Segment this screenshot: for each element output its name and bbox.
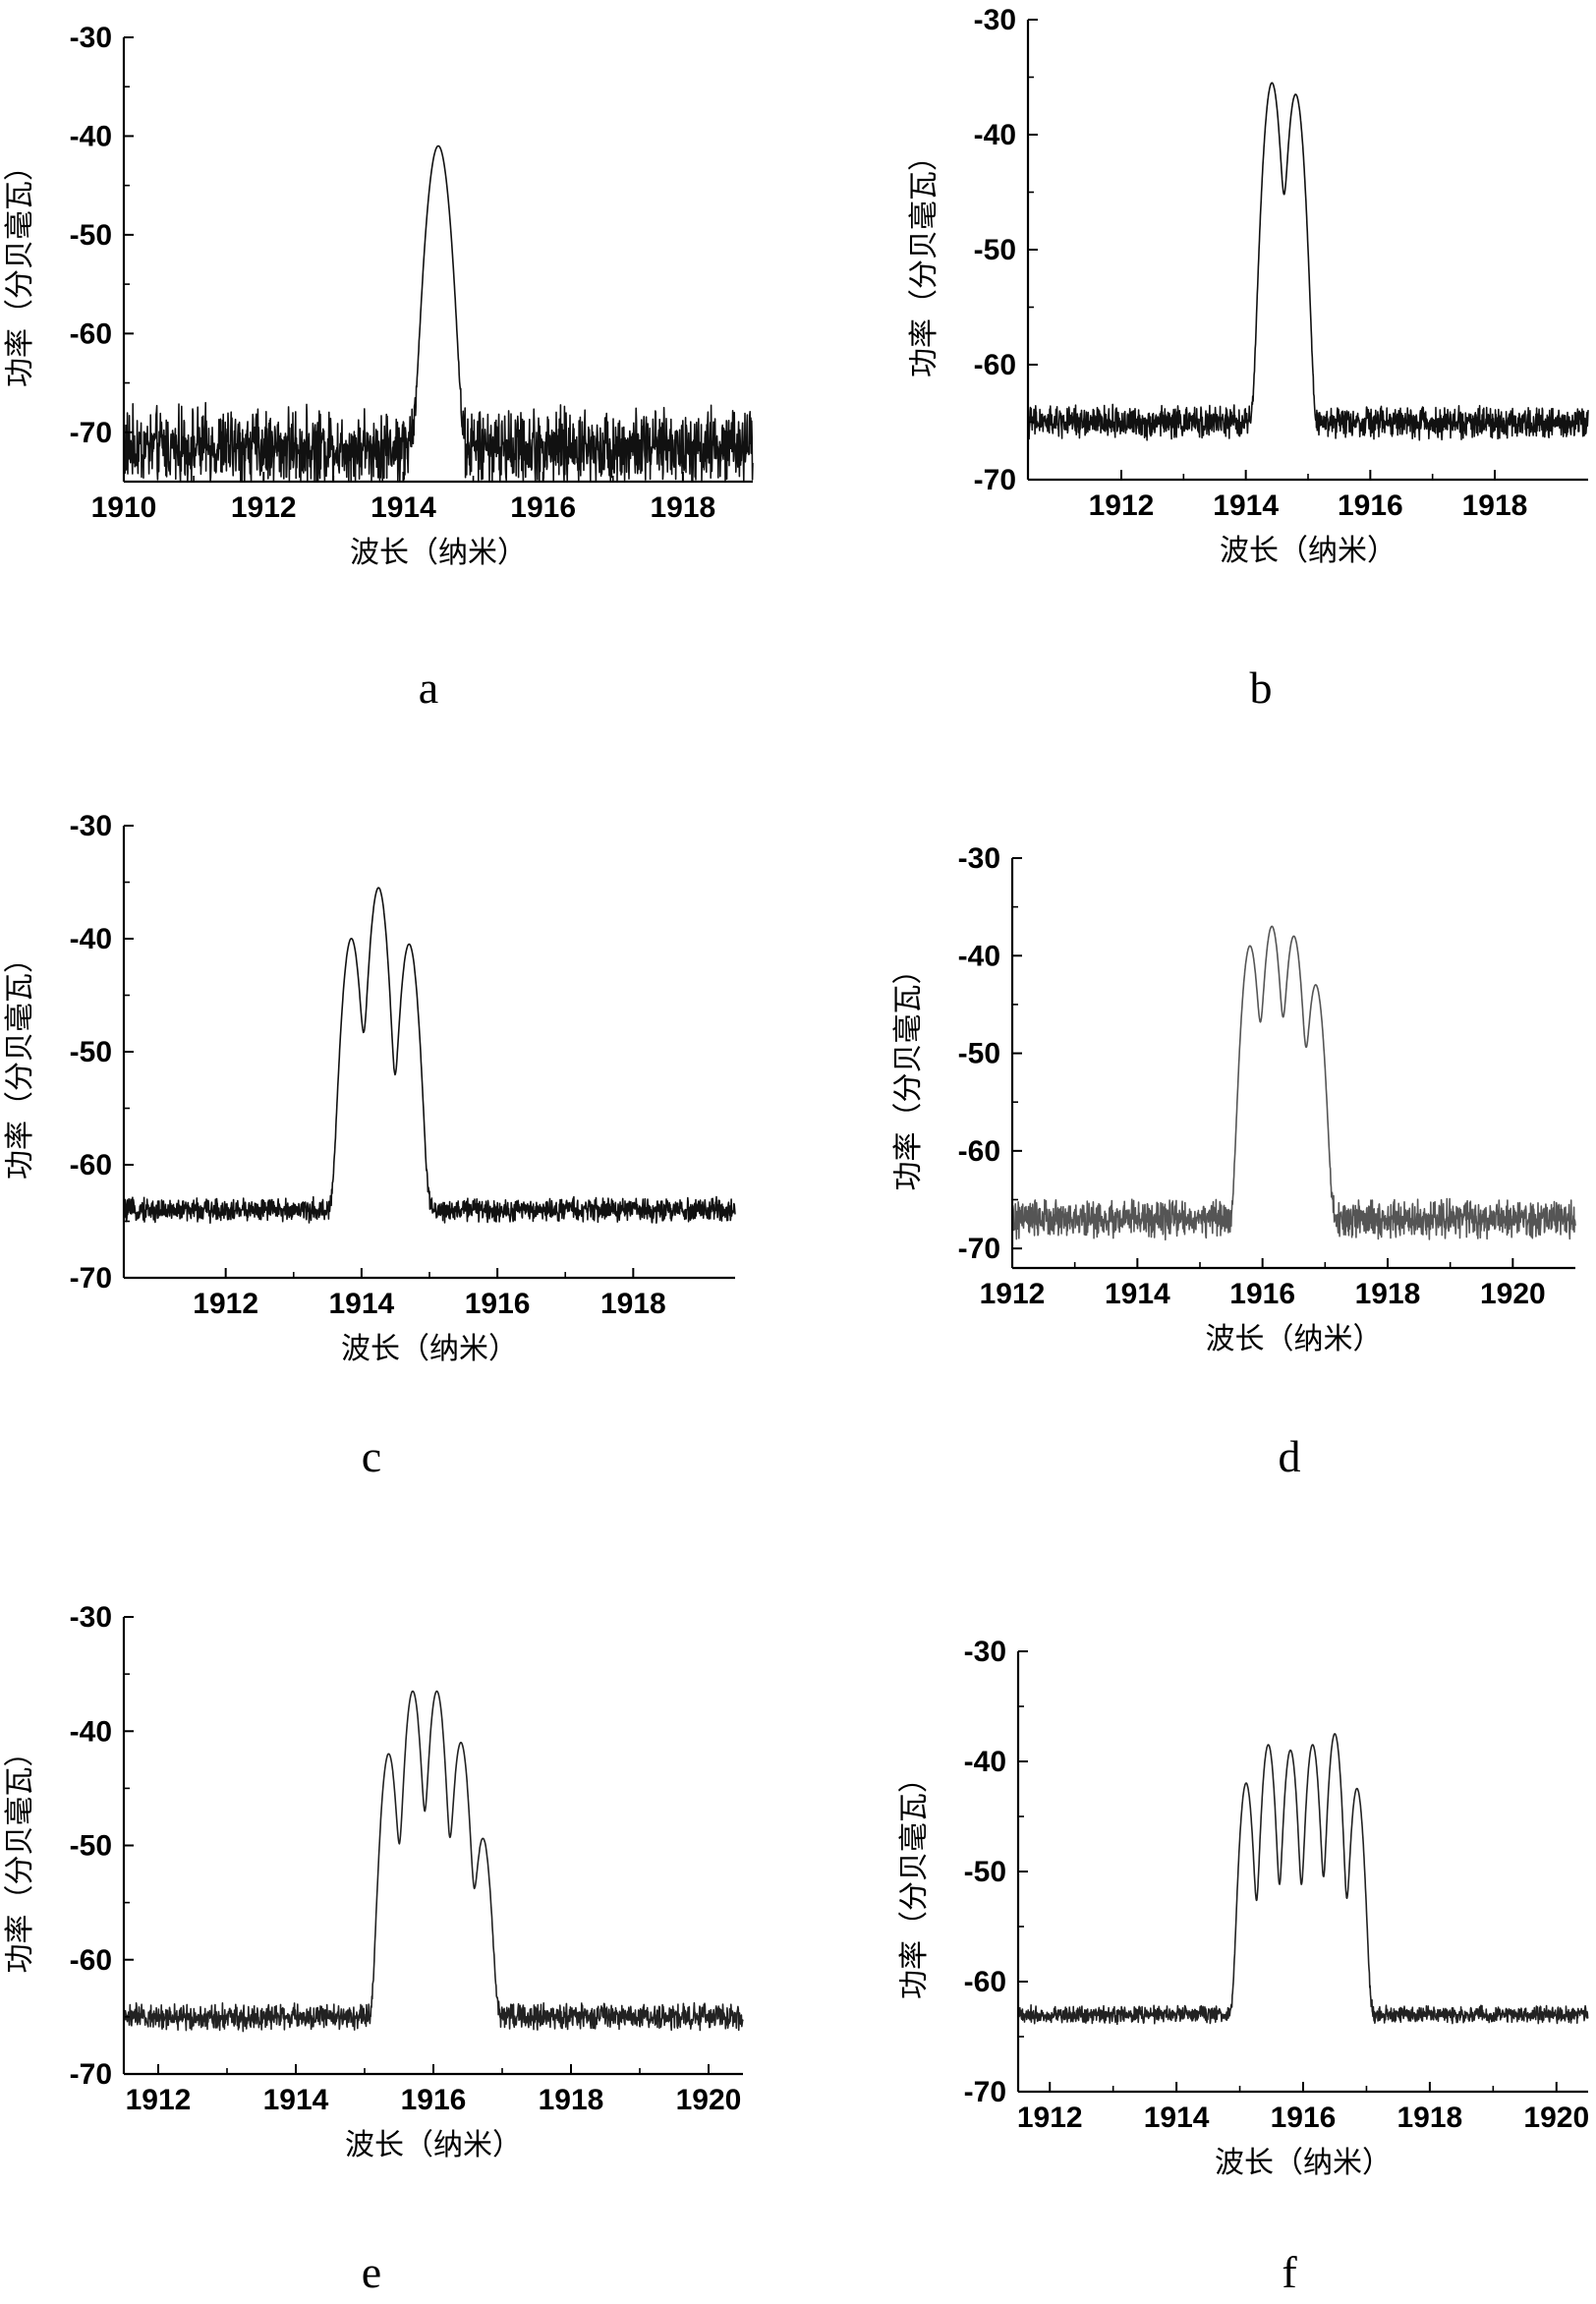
x-tick-label-a: 1910 xyxy=(91,491,157,524)
x-tick-label-f: 1912 xyxy=(1017,2102,1083,2134)
chart-panel-c: -30 -40 -50 -60 -70 1912 1914 1916 1918 波长（纳米） 功率（… xyxy=(3,810,735,1481)
spectrum-line-d xyxy=(1012,926,1575,1239)
x-tick-label-a: 1918 xyxy=(651,491,716,524)
chart-panel-f: -30 -40 -50 -60 -70 1912 1914 1916 1918 1920 波长（纳米… xyxy=(897,1636,1589,2297)
x-tick-label-e: 1914 xyxy=(263,2084,329,2116)
x-tick-label-c: 1918 xyxy=(600,1288,666,1320)
y-tick-label-f: -40 xyxy=(964,1746,1006,1778)
y-tick-label-e: -30 xyxy=(70,1601,112,1634)
x-axis-title-f: 波长（纳米） xyxy=(1215,2146,1392,2180)
y-tick-label-b: -50 xyxy=(974,234,1016,266)
y-tick-label-c: -60 xyxy=(70,1149,112,1181)
x-tick-label-f: 1918 xyxy=(1397,2102,1463,2134)
y-axis-title-f: 功率（分贝毫瓦） xyxy=(897,1763,932,1999)
x-tick-label-e: 1912 xyxy=(126,2084,192,2116)
chart-panel-e: -30 -40 -50 -60 -70 1912 1914 1916 1918 1920 波长（纳米… xyxy=(3,1601,743,2297)
y-tick-label-a: -40 xyxy=(70,120,112,152)
x-tick-label-e: 1918 xyxy=(539,2084,604,2116)
x-tick-label-b: 1914 xyxy=(1213,490,1279,522)
y-tick-label-b: -60 xyxy=(974,349,1016,381)
y-tick-label-d: -60 xyxy=(958,1135,1000,1168)
y-axis-title-b: 功率（分贝毫瓦） xyxy=(907,142,941,377)
x-axis-title-d: 波长（纳米） xyxy=(1206,1322,1383,1356)
x-tick-label-a: 1914 xyxy=(370,491,436,524)
x-tick-label-c: 1916 xyxy=(465,1288,531,1320)
x-tick-label-f: 1914 xyxy=(1144,2102,1210,2134)
y-tick-label-f: -70 xyxy=(964,2076,1006,2108)
x-tick-label-f: 1916 xyxy=(1271,2102,1337,2134)
chart-panel-a: -30 -40 -50 -60 -70 1910 1912 1914 1916 1918 波长（纳米… xyxy=(3,22,753,713)
x-tick-label-e: 1916 xyxy=(401,2084,467,2116)
y-axis-title-c: 功率（分贝毫瓦） xyxy=(3,944,37,1180)
y-tick-label-e: -40 xyxy=(70,1715,112,1748)
y-tick-label-d: -70 xyxy=(958,1233,1000,1265)
y-tick-label-d: -40 xyxy=(958,940,1000,972)
y-tick-label-a: -30 xyxy=(70,22,112,54)
x-tick-label-b: 1916 xyxy=(1338,490,1403,522)
x-tick-label-c: 1914 xyxy=(329,1288,395,1320)
y-axis-title-e: 功率（分贝毫瓦） xyxy=(3,1738,37,1974)
x-tick-label-d: 1920 xyxy=(1480,1278,1546,1310)
y-tick-label-f: -60 xyxy=(964,1966,1006,1998)
x-tick-label-c: 1912 xyxy=(193,1288,258,1320)
y-tick-label-d: -50 xyxy=(958,1038,1000,1070)
y-tick-label-d: -30 xyxy=(958,842,1000,875)
y-tick-label-c: -30 xyxy=(70,810,112,842)
y-tick-label-b: -40 xyxy=(974,119,1016,151)
y-tick-label-e: -60 xyxy=(70,1944,112,1977)
y-tick-label-c: -40 xyxy=(70,923,112,955)
chart-panel-d: -30 -40 -50 -60 -70 1912 1914 1916 1918 1920 波长（纳米… xyxy=(891,842,1575,1481)
y-tick-label-a: -60 xyxy=(70,317,112,350)
y-tick-label-a: -70 xyxy=(70,417,112,449)
x-tick-label-a: 1916 xyxy=(510,491,576,524)
spectrum-line-b xyxy=(1028,83,1588,440)
x-axis-title-a: 波长（纳米） xyxy=(350,536,527,570)
panel-label-a: a xyxy=(419,662,438,713)
x-tick-label-d: 1916 xyxy=(1229,1278,1295,1310)
spectrum-line-a xyxy=(124,146,753,483)
x-tick-label-b: 1918 xyxy=(1462,490,1528,522)
x-tick-label-d: 1918 xyxy=(1355,1278,1421,1310)
chart-panel-b: -30 -40 -50 -60 -70 1912 1914 1916 1918 波长（纳米） 功率（… xyxy=(907,4,1588,713)
y-tick-label-b: -70 xyxy=(974,464,1016,496)
y-tick-label-a: -50 xyxy=(70,219,112,252)
x-tick-label-b: 1912 xyxy=(1089,490,1155,522)
y-axis-title-d: 功率（分贝毫瓦） xyxy=(891,955,926,1191)
x-tick-label-a: 1912 xyxy=(231,491,297,524)
y-tick-label-f: -50 xyxy=(964,1856,1006,1888)
spectrum-line-e xyxy=(124,1692,743,2032)
panel-label-b: b xyxy=(1250,662,1273,713)
y-tick-label-c: -50 xyxy=(70,1036,112,1068)
panel-label-d: d xyxy=(1279,1431,1301,1481)
x-axis-title-b: 波长（纳米） xyxy=(1220,534,1396,568)
panel-label-e: e xyxy=(362,2247,381,2297)
x-tick-label-e: 1920 xyxy=(676,2084,742,2116)
x-axis-title-c: 波长（纳米） xyxy=(341,1332,518,1366)
y-tick-label-e: -50 xyxy=(70,1830,112,1863)
y-tick-label-c: -70 xyxy=(70,1262,112,1295)
y-axis-title-a: 功率（分贝毫瓦） xyxy=(3,151,37,387)
x-tick-label-d: 1914 xyxy=(1105,1278,1170,1310)
panel-label-f: f xyxy=(1282,2247,1297,2297)
spectrum-line-c xyxy=(124,888,735,1223)
x-tick-label-f: 1920 xyxy=(1523,2102,1589,2134)
spectrum-line-f xyxy=(1018,1734,1588,2024)
x-axis-title-e: 波长（纳米） xyxy=(345,2128,522,2162)
y-tick-label-b: -30 xyxy=(974,4,1016,36)
panel-label-c: c xyxy=(362,1431,381,1481)
x-tick-label-d: 1912 xyxy=(980,1278,1046,1310)
y-tick-label-e: -70 xyxy=(70,2058,112,2091)
y-tick-label-f: -30 xyxy=(964,1636,1006,1668)
